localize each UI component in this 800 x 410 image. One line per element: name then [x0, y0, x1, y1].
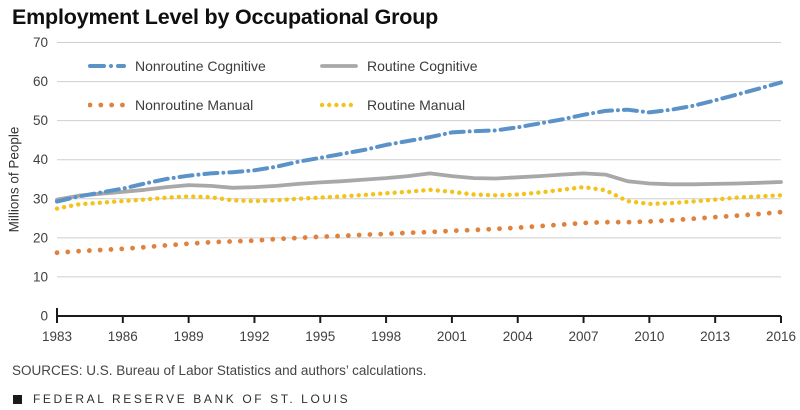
x-tick-label-2004: 2004: [503, 329, 534, 344]
routine-manual-line-swatch: [320, 102, 358, 108]
x-tick-label-2013: 2013: [700, 329, 730, 344]
nonroutine-cognitive-line-swatch: [88, 64, 126, 68]
x-tick-label-1998: 1998: [371, 329, 401, 344]
legend-item-routine-cognitive: Routine Cognitive: [320, 57, 478, 75]
legend-label: Routine Manual: [367, 97, 466, 113]
x-tick-label-1989: 1989: [174, 329, 204, 344]
series-routine-manual: [54, 184, 784, 211]
legend-item-nonroutine-cognitive: Nonroutine Cognitive: [88, 57, 266, 75]
sources-note: SOURCES: U.S. Bureau of Labor Statistics…: [12, 363, 427, 378]
legend-label: Nonroutine Manual: [135, 97, 254, 113]
page-title: Employment Level by Occupational Group: [12, 5, 439, 29]
series-nonroutine-manual: [54, 209, 784, 256]
y-tick-label-10: 10: [33, 269, 48, 284]
y-tick-label-0: 0: [40, 309, 48, 324]
legend-item-routine-manual: Routine Manual: [320, 96, 465, 114]
black-square-logo-icon: [13, 394, 22, 404]
x-tick-label-1986: 1986: [108, 329, 138, 344]
x-tick-label-1992: 1992: [239, 329, 269, 344]
legend-label: Nonroutine Cognitive: [135, 58, 266, 74]
y-axis-title-wrap: Millions of People: [0, 42, 28, 316]
y-tick-label-60: 60: [33, 74, 48, 89]
y-tick-label-70: 70: [33, 35, 48, 50]
y-tick-label-20: 20: [33, 230, 48, 245]
x-tick-label-2001: 2001: [437, 329, 467, 344]
y-tick-label-40: 40: [33, 152, 48, 167]
legend-item-nonroutine-manual: Nonroutine Manual: [88, 96, 253, 114]
bank-name: FEDERAL RESERVE BANK OF ST. LOUIS: [33, 392, 351, 406]
x-tick-label-1983: 1983: [42, 329, 72, 344]
x-tick-label-1995: 1995: [305, 329, 335, 344]
nonroutine-manual-line-swatch: [88, 102, 126, 108]
legend-label: Routine Cognitive: [367, 58, 478, 74]
y-tick-label-50: 50: [33, 113, 48, 128]
x-tick-label-2010: 2010: [634, 329, 664, 344]
x-tick-label-2016: 2016: [766, 329, 796, 344]
series-routine-cognitive: [55, 171, 783, 202]
bank-footer: FEDERAL RESERVE BANK OF ST. LOUIS: [13, 392, 350, 406]
y-tick-label-30: 30: [33, 191, 48, 206]
y-axis-title: Millions of People: [6, 126, 22, 232]
routine-cognitive-line-swatch: [320, 64, 358, 68]
series-nonroutine-cognitive: [55, 80, 783, 204]
x-tick-label-2007: 2007: [569, 329, 599, 344]
